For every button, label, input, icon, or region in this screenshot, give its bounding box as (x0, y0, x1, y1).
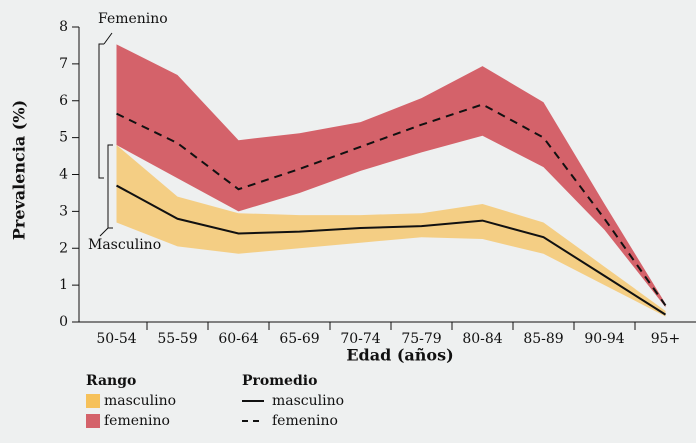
legend-label: masculino (104, 393, 176, 409)
legend-swatch (86, 394, 100, 408)
annotation: Masculino (88, 237, 161, 253)
plot (116, 44, 667, 317)
y-tick-label: 8 (59, 19, 68, 35)
x-tick-label: 55-59 (157, 331, 197, 347)
x-tick-label: 95+ (651, 331, 681, 347)
y-tick-label: 2 (59, 240, 68, 256)
y-tick-label: 6 (59, 93, 68, 109)
x-tick-label: 85-89 (523, 331, 563, 347)
y-tick-label: 7 (59, 56, 68, 72)
mean-line (116, 103, 667, 306)
legend-label: femenino (272, 413, 338, 429)
range-band (116, 145, 666, 317)
legend-label: femenino (104, 413, 170, 429)
x-tick-label: 80-84 (462, 331, 502, 347)
legend-title: Rango (86, 373, 136, 389)
range-band (116, 44, 666, 308)
x-tick-label: 75-79 (401, 331, 441, 347)
bracket (99, 144, 113, 237)
y-tick-label: 1 (59, 277, 68, 293)
x-tick-label: 50-54 (96, 331, 136, 347)
bracket (98, 32, 113, 179)
y-tick-label: 3 (59, 203, 68, 219)
legend-swatch (86, 414, 100, 428)
mean-line (116, 184, 667, 316)
x-axis-label: Edad (años) (346, 346, 453, 365)
x-tick-label: 65-69 (279, 331, 319, 347)
y-tick-label: 4 (59, 167, 68, 183)
y-axis-label: Prevalencia (%) (10, 100, 29, 240)
y-tick-label: 0 (59, 314, 68, 330)
annotation: Femenino (98, 11, 168, 27)
x-tick-label: 70-74 (340, 331, 380, 347)
legend-title: Promedio (242, 373, 317, 389)
legend-label: masculino (272, 393, 344, 409)
x-tick-label: 90-94 (584, 331, 624, 347)
y-tick-label: 5 (59, 130, 68, 146)
x-tick-label: 60-64 (218, 331, 258, 347)
